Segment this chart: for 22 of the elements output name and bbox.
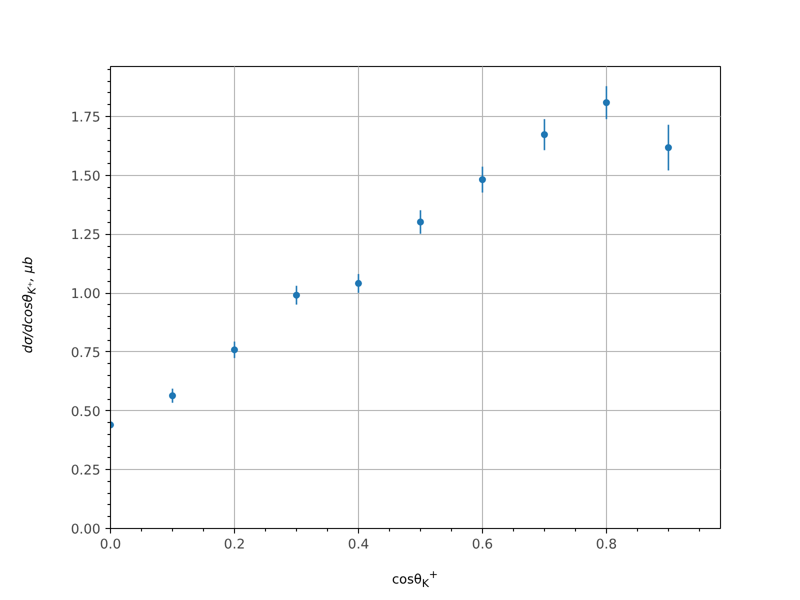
y-tick-label: 1.75 — [70, 110, 101, 126]
point — [416, 218, 424, 226]
point — [354, 280, 362, 287]
point — [230, 346, 238, 354]
point — [292, 292, 300, 299]
point — [478, 176, 486, 184]
y-tick-label: 0.00 — [70, 522, 101, 538]
y-tick-label: 0.25 — [70, 464, 101, 479]
point — [540, 131, 548, 138]
x-tick-label: 0.4 — [348, 538, 370, 552]
point — [664, 144, 672, 152]
x-tick-label: 0.8 — [596, 538, 618, 552]
y-tick-label: 0.50 — [70, 404, 101, 420]
point — [602, 99, 610, 106]
y-tick-label: 1.25 — [70, 228, 101, 244]
x-tick-label: 0.0 — [100, 538, 122, 552]
y-tick-label: 0.75 — [70, 346, 101, 361]
point — [168, 392, 176, 400]
x-tick-label: 0.6 — [472, 538, 494, 552]
y-tick-label: 1.00 — [70, 287, 101, 302]
x-tick-label: 0.2 — [224, 538, 246, 552]
y-tick-label: 1.50 — [70, 169, 101, 184]
